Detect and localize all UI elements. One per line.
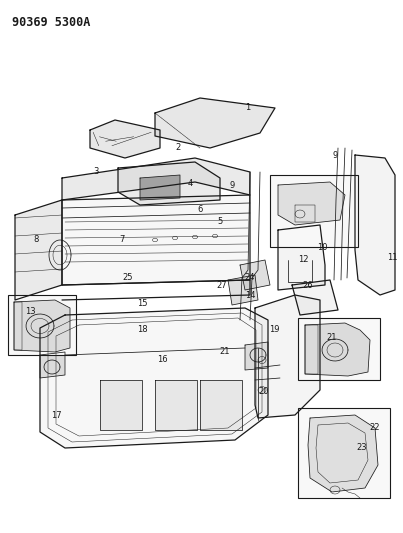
Text: 5: 5 bbox=[217, 217, 222, 227]
Polygon shape bbox=[62, 195, 250, 285]
Polygon shape bbox=[90, 120, 160, 158]
Polygon shape bbox=[140, 175, 180, 200]
Polygon shape bbox=[15, 200, 62, 300]
Polygon shape bbox=[278, 182, 345, 225]
Text: 25: 25 bbox=[123, 273, 133, 282]
Polygon shape bbox=[308, 415, 378, 492]
Polygon shape bbox=[40, 308, 268, 448]
Text: 12: 12 bbox=[298, 255, 308, 264]
Polygon shape bbox=[255, 295, 320, 418]
Polygon shape bbox=[200, 380, 242, 430]
Text: 10: 10 bbox=[317, 244, 327, 253]
Polygon shape bbox=[305, 323, 370, 376]
Polygon shape bbox=[155, 98, 275, 148]
Polygon shape bbox=[355, 155, 395, 295]
Text: 24: 24 bbox=[245, 273, 255, 282]
Polygon shape bbox=[40, 352, 65, 378]
Polygon shape bbox=[100, 380, 142, 430]
Text: 18: 18 bbox=[137, 326, 147, 335]
Text: 2: 2 bbox=[175, 143, 181, 152]
Text: 26: 26 bbox=[303, 280, 313, 289]
Polygon shape bbox=[228, 275, 258, 305]
Text: 17: 17 bbox=[51, 410, 61, 419]
Text: 9: 9 bbox=[229, 181, 235, 190]
Text: 9: 9 bbox=[332, 151, 338, 160]
Text: 13: 13 bbox=[25, 308, 35, 317]
Text: 3: 3 bbox=[93, 167, 99, 176]
Polygon shape bbox=[292, 280, 338, 315]
Text: 20: 20 bbox=[259, 387, 269, 397]
Polygon shape bbox=[62, 158, 250, 200]
Polygon shape bbox=[118, 162, 220, 205]
Polygon shape bbox=[14, 300, 70, 352]
Text: 21: 21 bbox=[327, 333, 337, 342]
Text: 1: 1 bbox=[245, 102, 251, 111]
FancyBboxPatch shape bbox=[298, 318, 380, 380]
Text: 6: 6 bbox=[197, 206, 203, 214]
Text: 4: 4 bbox=[187, 179, 193, 188]
Text: 11: 11 bbox=[387, 253, 397, 262]
Text: 7: 7 bbox=[119, 236, 125, 245]
Text: 90369 5300A: 90369 5300A bbox=[12, 16, 90, 29]
Polygon shape bbox=[278, 225, 325, 290]
Polygon shape bbox=[240, 260, 270, 290]
Text: 19: 19 bbox=[269, 326, 279, 335]
Text: 22: 22 bbox=[370, 424, 380, 432]
Text: 8: 8 bbox=[33, 236, 39, 245]
Text: 15: 15 bbox=[137, 298, 147, 308]
Polygon shape bbox=[245, 342, 268, 370]
Text: 23: 23 bbox=[357, 443, 367, 453]
FancyBboxPatch shape bbox=[270, 175, 358, 247]
Polygon shape bbox=[155, 380, 197, 430]
Text: 27: 27 bbox=[217, 280, 227, 289]
Text: 16: 16 bbox=[157, 356, 167, 365]
FancyBboxPatch shape bbox=[8, 295, 76, 355]
Text: 21: 21 bbox=[220, 348, 230, 357]
FancyBboxPatch shape bbox=[298, 408, 390, 498]
Text: 14: 14 bbox=[245, 292, 255, 301]
